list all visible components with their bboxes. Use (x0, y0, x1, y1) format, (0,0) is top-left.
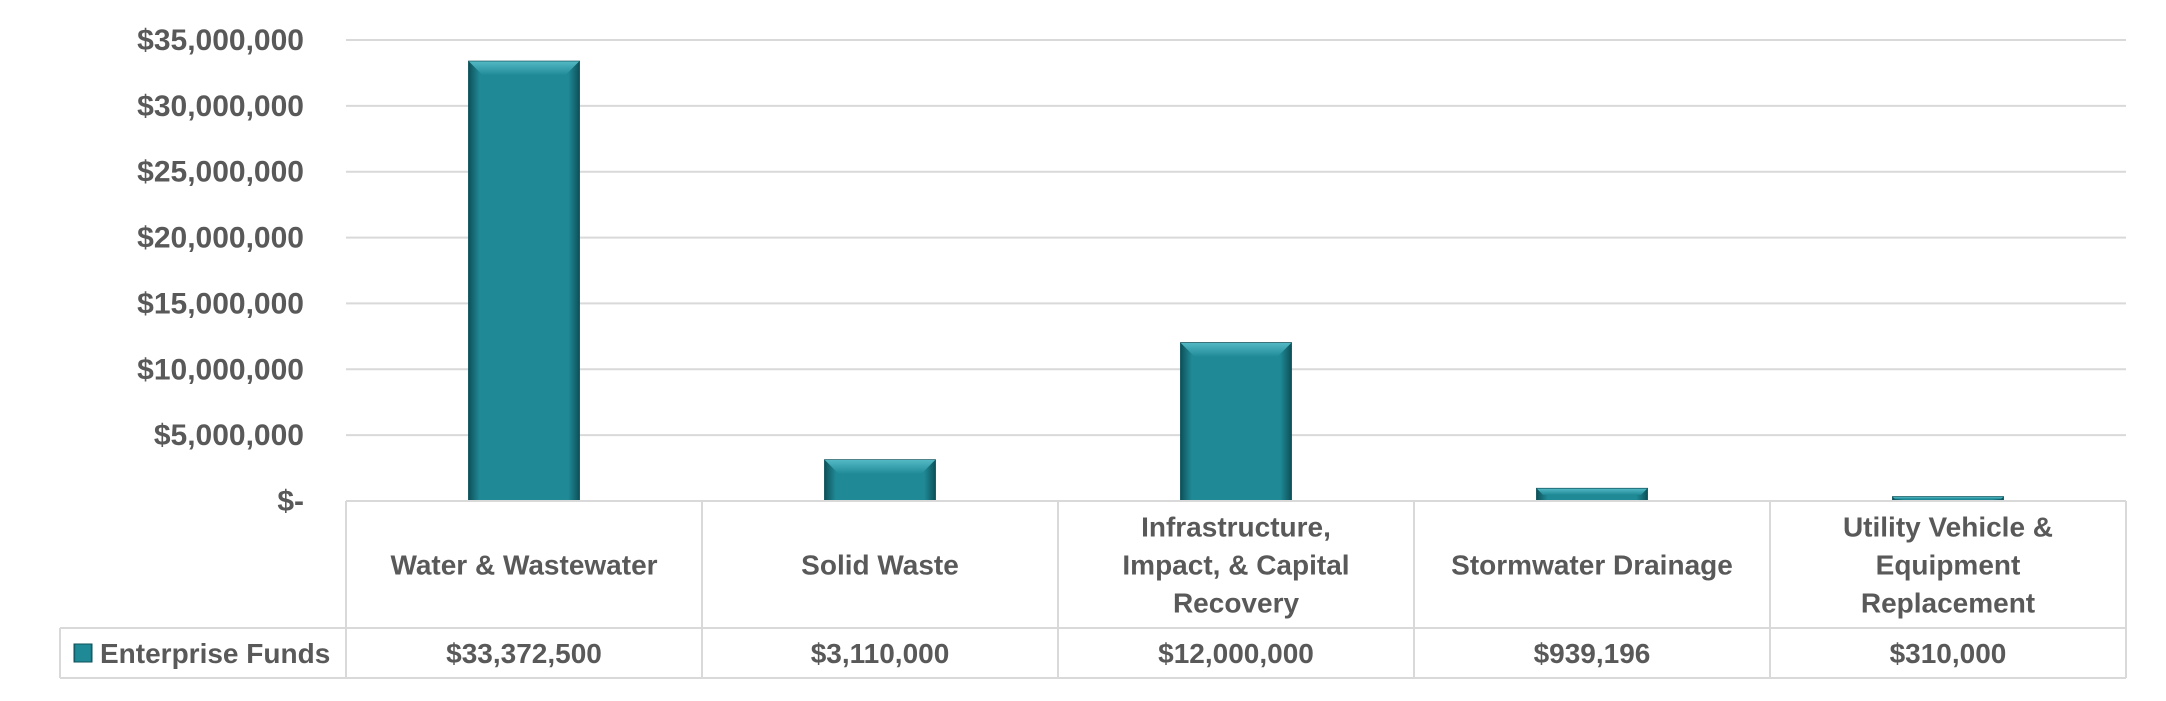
data-label: $12,000,000 (1158, 638, 1314, 669)
x-category-label-line: Stormwater Drainage (1451, 550, 1733, 581)
bar (1536, 487, 1648, 502)
bar-body (468, 60, 580, 502)
bar-bevel (1892, 496, 2004, 499)
y-axis: $- $5,000,000 $10,000,000 $15,000,000 $20,00… (137, 24, 304, 518)
y-tick-label: $25,000,000 (137, 156, 304, 189)
y-tick-label: $30,000,000 (137, 90, 304, 123)
x-category-label: Stormwater Drainage (1451, 550, 1733, 581)
bar (824, 459, 936, 502)
y-tick-label: $10,000,000 (137, 353, 304, 386)
x-category-label-line: Utility Vehicle & (1843, 512, 2053, 543)
x-category-label-line: Equipment (1876, 550, 2021, 581)
bar-bevel (1536, 488, 1648, 495)
y-tick-label: $- (277, 485, 304, 518)
y-tick-label: $15,000,000 (137, 287, 304, 320)
bar (468, 60, 580, 502)
bar-bevel (824, 460, 936, 475)
y-tick-label: $35,000,000 (137, 24, 304, 57)
x-category-label-line: Infrastructure, (1141, 512, 1331, 543)
bar-bevel (1180, 342, 1292, 357)
legend-swatch (73, 643, 93, 663)
data-label: $939,196 (1534, 638, 1651, 669)
x-category-label-line: Recovery (1173, 588, 1300, 619)
x-category-label: Water & Wastewater (390, 550, 657, 581)
x-category-label: Infrastructure, Impact, & Capital Recovery (1122, 512, 1349, 619)
legend-label: Enterprise Funds (100, 638, 330, 669)
bars (468, 60, 2004, 502)
x-category-label-line: Solid Waste (801, 550, 959, 581)
x-category-label-line: Replacement (1861, 588, 2035, 619)
y-tick-label: $5,000,000 (154, 419, 304, 452)
bar (1180, 342, 1292, 502)
y-tick-label: $20,000,000 (137, 222, 304, 255)
x-category-label: Solid Waste (801, 550, 959, 581)
data-label: $310,000 (1890, 638, 2007, 669)
data-label: $3,110,000 (811, 638, 950, 669)
data-label: $33,372,500 (446, 638, 602, 669)
x-category-label: Utility Vehicle & Equipment Replacement (1843, 512, 2053, 619)
bar-body (1180, 342, 1292, 502)
data-table: Water & Wastewater Solid Waste Infrastruct… (59, 500, 2127, 679)
bar-bevel (468, 61, 580, 76)
x-category-label-line: Impact, & Capital (1122, 550, 1349, 581)
x-category-label-line: Water & Wastewater (390, 550, 657, 581)
